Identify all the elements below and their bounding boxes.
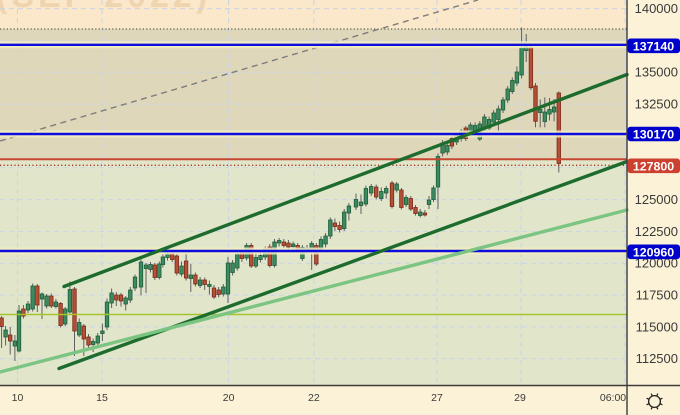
svg-text:06:00: 06:00 (600, 392, 626, 404)
svg-text:117500: 117500 (636, 288, 678, 303)
svg-text:127800: 127800 (633, 159, 674, 173)
svg-text:125000: 125000 (635, 192, 678, 207)
svg-text:120960: 120960 (633, 245, 674, 259)
svg-text:10: 10 (12, 392, 24, 404)
svg-text:135000: 135000 (635, 65, 678, 80)
svg-text:130170: 130170 (633, 128, 674, 142)
svg-text:122500: 122500 (635, 224, 678, 239)
svg-text:27: 27 (431, 392, 443, 404)
svg-text:132500: 132500 (635, 97, 678, 112)
svg-text:15: 15 (96, 392, 108, 404)
svg-text:22: 22 (308, 392, 320, 404)
svg-text:112500: 112500 (636, 351, 678, 366)
svg-text:115000: 115000 (636, 319, 678, 334)
svg-text:20: 20 (223, 392, 235, 404)
svg-text:137140: 137140 (633, 39, 674, 53)
svg-text:140000: 140000 (635, 1, 678, 16)
svg-text:29: 29 (514, 392, 526, 404)
svg-text:120000: 120000 (635, 256, 678, 271)
